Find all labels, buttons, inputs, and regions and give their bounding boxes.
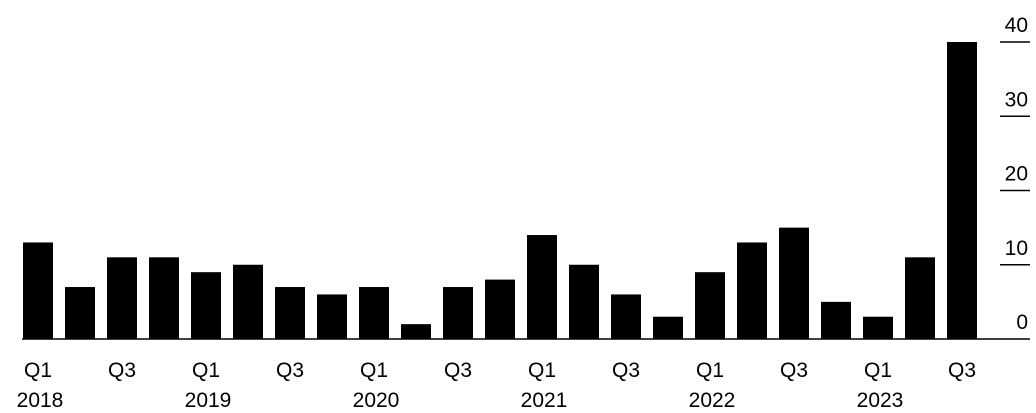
y-tick-label-0: 0 — [1016, 311, 1028, 334]
x-tick-label-q1-2021: Q1 — [528, 359, 556, 382]
y-tick-label-20: 20 — [1005, 163, 1028, 186]
bar-q4-2020 — [485, 279, 515, 339]
bar-q3-2020 — [443, 287, 473, 339]
bar-q3-2018 — [107, 257, 137, 339]
y-tick-label-10: 10 — [1005, 237, 1028, 260]
bar-q2-2020 — [401, 324, 431, 339]
bar-q4-2018 — [149, 257, 179, 339]
bar-q2-2022 — [737, 242, 767, 339]
bar-q1-2020 — [359, 287, 389, 339]
x-year-label-2018: 2018 — [17, 389, 64, 412]
bar-q2-2018 — [65, 287, 95, 339]
x-tick-label-q1-2020: Q1 — [360, 359, 388, 382]
y-tick-label-30: 30 — [1005, 88, 1028, 111]
bar-q4-2021 — [653, 316, 683, 339]
bar-q2-2021 — [569, 264, 599, 339]
bar-q4-2019 — [317, 294, 347, 339]
x-year-label-2019: 2019 — [185, 389, 232, 412]
x-tick-label-q3-22: Q3 — [948, 359, 976, 382]
bar-q3-2019 — [275, 287, 305, 339]
x-year-label-2022: 2022 — [689, 389, 736, 412]
bar-q3-2022 — [779, 227, 809, 339]
x-tick-label-q1-2018: Q1 — [24, 359, 52, 382]
x-tick-label-q1-2022: Q1 — [696, 359, 724, 382]
bar-q1-2023 — [863, 316, 893, 339]
x-year-label-2021: 2021 — [521, 389, 568, 412]
x-year-label-2023: 2023 — [857, 389, 904, 412]
bar-q2-2019 — [233, 264, 263, 339]
x-tick-label-q3-14: Q3 — [612, 359, 640, 382]
x-tick-label-q1-2023: Q1 — [864, 359, 892, 382]
bar-q3-2023 — [947, 42, 977, 339]
bar-q2-2023 — [905, 257, 935, 339]
x-year-label-2020: 2020 — [353, 389, 400, 412]
bar-q1-2018 — [23, 242, 53, 339]
x-tick-label-q1-2019: Q1 — [192, 359, 220, 382]
y-axis: 0 10 20 30 40 — [1000, 14, 1030, 334]
x-tick-label-q3-18: Q3 — [780, 359, 808, 382]
x-axis: Q1 2018 Q3 Q1 2019 Q3 Q1 2020 Q3 Q1 2021 Q3 Q1 2022 Q3… — [17, 338, 1030, 412]
x-tick-label-q3-10: Q3 — [444, 359, 472, 382]
bars-group — [23, 42, 977, 339]
bar-q1-2022 — [695, 272, 725, 339]
y-tick-label-40: 40 — [1005, 14, 1028, 37]
bar-q1-2021 — [527, 235, 557, 339]
bar-q4-2022 — [821, 301, 851, 339]
x-tick-label-q3-6: Q3 — [276, 359, 304, 382]
bar-q1-2019 — [191, 272, 221, 339]
x-tick-label-q3-2: Q3 — [108, 359, 136, 382]
bar-q3-2021 — [611, 294, 641, 339]
